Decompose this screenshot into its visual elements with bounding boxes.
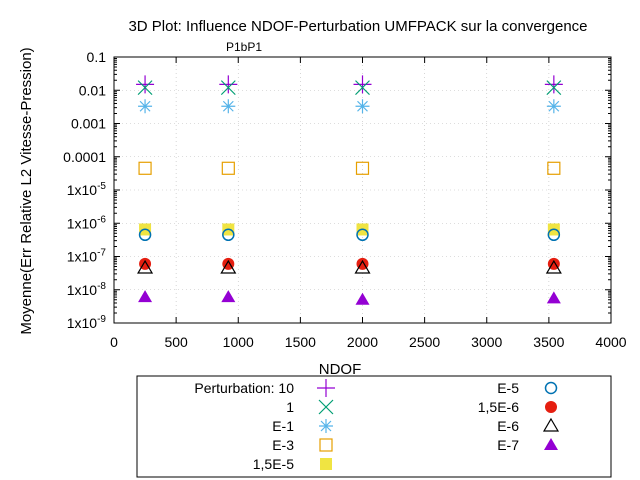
data-point xyxy=(138,99,153,114)
x-tick-label: 1500 xyxy=(285,334,316,350)
y-tick-label: 0.01 xyxy=(79,82,106,98)
x-tick-label: 500 xyxy=(164,334,188,350)
y-tick-label: 0.1 xyxy=(87,49,107,65)
legend-label: E-1 xyxy=(272,418,294,434)
data-point xyxy=(546,80,562,96)
legend-symbol xyxy=(319,438,333,452)
y-tick-label: 0.001 xyxy=(71,116,106,132)
data-point xyxy=(221,290,236,303)
plot-frame xyxy=(113,56,612,324)
data-point xyxy=(138,228,152,242)
data-point xyxy=(545,259,562,274)
x-tick-label: 1000 xyxy=(223,334,254,350)
x-tick-label: 0 xyxy=(110,334,118,350)
data-point xyxy=(546,291,561,304)
x-tick-label: 3000 xyxy=(471,334,502,350)
data-point xyxy=(353,75,372,94)
y-tick-label: 1x10-8 xyxy=(67,281,107,298)
y-tick-label: 1x10-7 xyxy=(67,248,107,265)
data-points xyxy=(136,75,563,305)
data-point xyxy=(138,161,152,175)
data-point xyxy=(355,292,370,305)
chart-subtitle: P1bP1 xyxy=(226,40,262,54)
data-point xyxy=(137,259,154,274)
data-point xyxy=(547,228,561,242)
legend-symbol xyxy=(319,419,333,433)
y-tick-label: 0.0001 xyxy=(63,149,106,165)
legend-symbol xyxy=(542,417,560,432)
x-tick-label: 4000 xyxy=(595,334,626,350)
data-point xyxy=(219,75,238,94)
x-tick-label: 2000 xyxy=(347,334,378,350)
legend-label: E-5 xyxy=(497,380,519,396)
x-tick-label: 3500 xyxy=(533,334,564,350)
legend-box xyxy=(136,375,612,478)
chart-title: 3D Plot: Influence NDOF-Perturbation UMF… xyxy=(128,18,587,35)
y-tick-label: 1x10-5 xyxy=(67,181,107,198)
data-point xyxy=(221,99,236,114)
legend-symbol xyxy=(320,458,332,470)
data-point xyxy=(356,228,369,242)
y-axis-label: Moyenne(Err Relative L2 Vitesse-Pression… xyxy=(18,47,35,334)
legend-symbol xyxy=(317,379,335,397)
legend-label: 1 xyxy=(286,399,294,415)
data-point xyxy=(220,80,236,96)
data-point xyxy=(355,80,370,96)
y-tick-label: 1x10-6 xyxy=(67,214,107,231)
data-point xyxy=(136,75,155,94)
legend-label: Perturbation: 10 xyxy=(194,380,294,396)
legend-label: E-7 xyxy=(497,437,519,453)
legend-symbol xyxy=(318,399,334,415)
data-point xyxy=(355,99,370,114)
legend-symbol xyxy=(544,438,558,450)
data-point xyxy=(547,161,561,175)
data-point xyxy=(138,290,153,303)
data-point xyxy=(221,161,235,175)
x-axis-label: NDOF xyxy=(319,361,362,378)
data-point xyxy=(220,259,237,274)
data-point xyxy=(355,161,370,175)
x-axis: 0 500 1000 1500 2000 2500 3000 3500 4000 xyxy=(110,57,627,350)
legend-label: 1,5E-5 xyxy=(253,456,294,472)
legend-symbol xyxy=(544,381,558,395)
grid xyxy=(113,56,612,324)
data-point xyxy=(546,99,561,114)
data-point xyxy=(354,259,371,274)
legend: Perturbation: 10 1 E-1 E-3 1,5E-5 E-5 1,5E-6 E-… xyxy=(194,379,560,472)
data-point xyxy=(137,80,153,96)
data-point xyxy=(222,228,235,242)
y-tick-label: 1x10-9 xyxy=(67,314,107,331)
legend-label: E-3 xyxy=(272,437,294,453)
legend-symbol xyxy=(545,401,557,413)
legend-label: E-6 xyxy=(497,418,519,434)
data-point xyxy=(544,75,563,94)
x-tick-label: 2500 xyxy=(409,334,440,350)
legend-label: 1,5E-6 xyxy=(478,399,519,415)
